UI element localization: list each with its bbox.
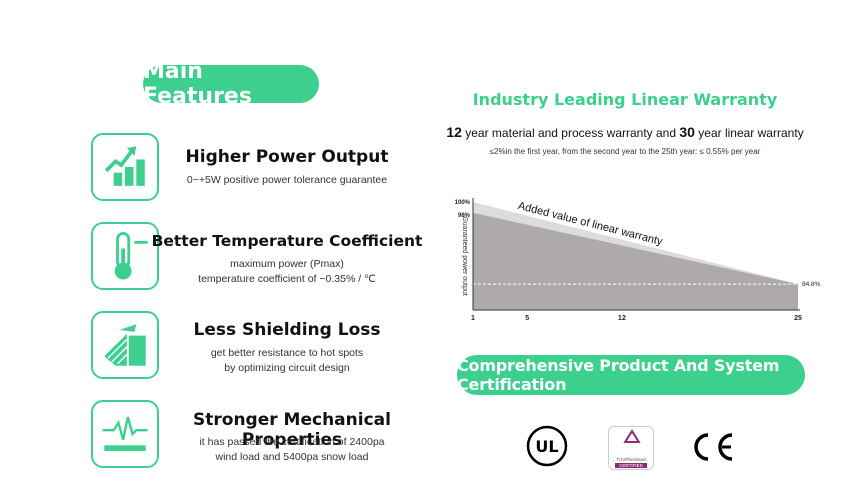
feature-desc-power: 0~+5W positive power tolerance guarantee [142, 173, 432, 188]
feature-desc-line: get better resistance to hot spots [210, 347, 364, 359]
feature-desc-temperature: maximum power (Pmax) temperature coeffic… [130, 257, 444, 287]
warranty-years-linear: 30 [679, 124, 695, 140]
chart-xtick-label: 1 [471, 315, 475, 322]
panel-shading-icon [91, 311, 159, 379]
svg-text:UL: UL [535, 437, 558, 456]
ul-logo-icon: UL [526, 425, 568, 467]
chart-area [473, 212, 798, 310]
tuv-line-2: CERTIFIED [615, 463, 647, 468]
feature-title-power: Higher Power Output [185, 147, 389, 167]
warranty-subtitle: 12 year material and process warranty an… [420, 124, 830, 140]
warranty-years-material: 12 [446, 124, 462, 140]
main-features-title: Main Features [143, 59, 319, 109]
tuv-rheinland-logo-icon: TÜVRheinland CERTIFIED [608, 426, 654, 470]
chart-xtick-label: 12 [618, 315, 626, 322]
chart-end-label: 84.8% [802, 281, 821, 288]
warranty-text-2: year linear warranty [694, 126, 804, 140]
feature-title-temperature: Better Temperature Coefficient [151, 232, 423, 250]
ce-mark-icon [690, 431, 736, 463]
feature-desc-line: temperature coefficient of −0.35% / ℃ [198, 273, 376, 285]
chart-ylabel: Guaranteed power output [461, 216, 468, 295]
chart-ytick-label: 100% [455, 200, 471, 206]
chart-xtick-label: 25 [794, 315, 802, 322]
feature-title-mechanical: Stronger Mechanical Properties [193, 410, 391, 450]
feature-desc-mechanical: it has passed the certification of 2400p… [142, 435, 442, 465]
pulse-bar-icon [91, 400, 159, 468]
chart-xtick-label: 5 [525, 315, 529, 322]
chart-ytick-label: 98% [458, 213, 471, 219]
feature-desc-shielding: get better resistance to hot spots by op… [142, 346, 432, 376]
warranty-title: Industry Leading Linear Warranty [472, 90, 778, 109]
feature-title-shielding: Less Shielding Loss [193, 320, 381, 340]
certification-title: Comprehensive Product And System Certifi… [457, 355, 805, 395]
feature-desc-line: it has passed the certification of 2400p… [199, 436, 385, 448]
bar-chart-up-icon [91, 133, 159, 201]
warranty-text-1: year material and process warranty and [461, 126, 680, 140]
feature-desc-line: maximum power (Pmax) [230, 258, 344, 270]
feature-desc-line: by optimizing circuit design [224, 362, 350, 374]
chart-upper-band [473, 202, 798, 285]
thermometer-icon [91, 222, 159, 290]
feature-desc-line: wind load and 5400pa snow load [215, 451, 369, 463]
warranty-chart: 100% 98% 1 5 12 25 84.8% Guaranteed power outpu… [455, 198, 821, 322]
warranty-note: ≤2%in the first year, from the second ye… [489, 147, 761, 156]
tuv-line-1: TÜVRheinland [616, 457, 646, 462]
feature-desc-line: 0~+5W positive power tolerance guarantee [186, 174, 388, 186]
